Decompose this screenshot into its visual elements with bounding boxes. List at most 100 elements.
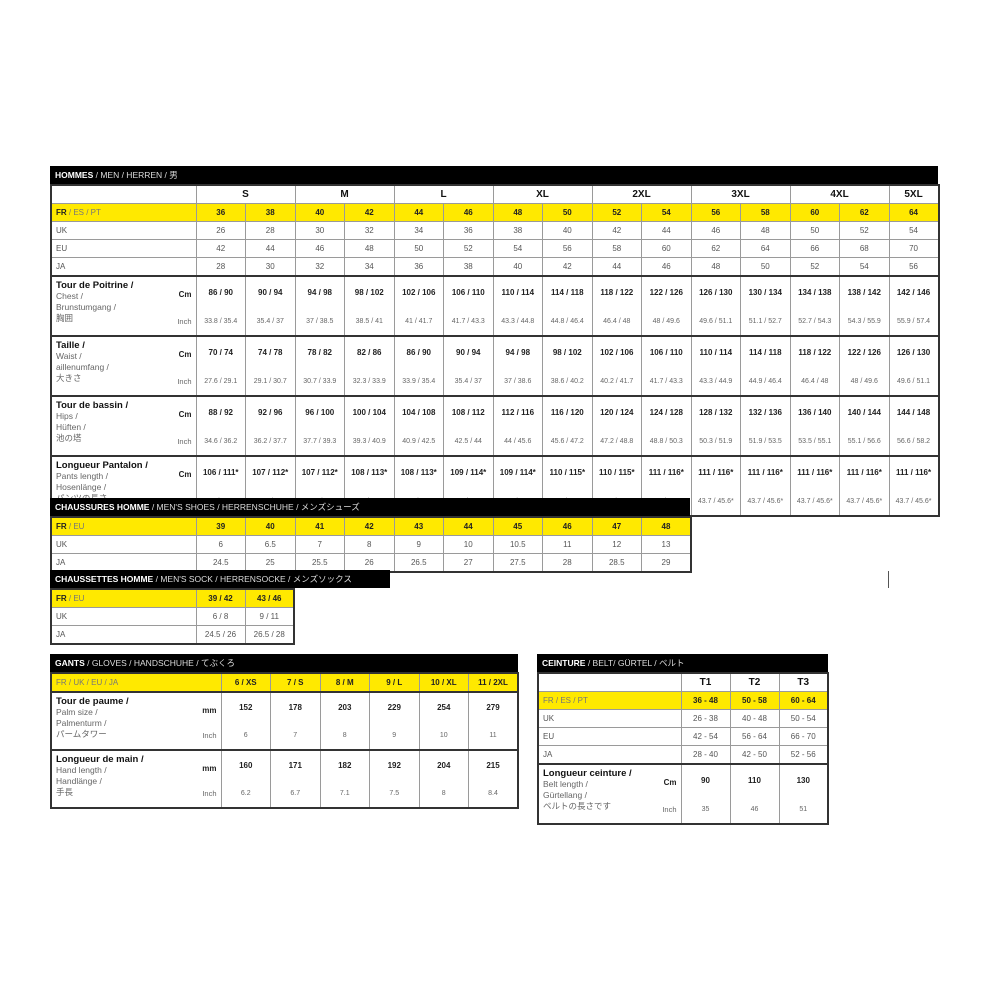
value-cm: 126 / 130 bbox=[699, 287, 733, 297]
value-cm: 100 / 104 bbox=[352, 407, 386, 417]
value-cm: 109 / 114* bbox=[450, 467, 487, 477]
section-header: CHAUSSETTES HOMME / MEN'S SOCK / HERRENS… bbox=[50, 570, 390, 588]
size-cell: 26.5 / 28 bbox=[244, 625, 295, 645]
size-cell: 27 bbox=[443, 553, 494, 573]
measurement-cell: 88 / 92 34.6 / 36.2 bbox=[195, 395, 246, 457]
size-cell: 56 bbox=[542, 239, 593, 258]
size-cell: 29 bbox=[641, 553, 692, 573]
size-row: UK 6 6.5 7 8 9 10 10.5 11 12 13 bbox=[50, 535, 692, 554]
fr-size-row: FR / ES / PT 36 38 40 42 44 46 48 50 52 54 56 58 60 62… bbox=[50, 203, 940, 222]
size-cell: 7 bbox=[294, 535, 345, 554]
value-cm: 102 / 106 bbox=[600, 347, 634, 357]
size-cell: 48 bbox=[344, 239, 395, 258]
value-inch: 43.3 / 44.8 bbox=[501, 317, 535, 325]
measurement-cell: 182 7.1 bbox=[319, 749, 370, 809]
size-label-row: S M L XL 2XL 3XL 4XL 5XL bbox=[50, 184, 940, 204]
value-inch: 48 / 49.6 bbox=[652, 317, 680, 325]
socks-size-table: CHAUSSETTES HOMME / MEN'S SOCK / HERRENS… bbox=[50, 570, 390, 645]
size-cell: 52 bbox=[839, 221, 890, 240]
size-cell: 52 - 56 bbox=[778, 745, 829, 765]
measurement-translation: パームタワー bbox=[56, 729, 107, 739]
size-cell: 9 bbox=[393, 535, 444, 554]
value-inch: 27.6 / 29.1 bbox=[204, 377, 238, 385]
measurement-cell: 122 / 126 48 / 49.6 bbox=[641, 275, 692, 337]
size-cell: 62 bbox=[690, 239, 742, 258]
value-inch: 47.2 / 48.8 bbox=[600, 437, 634, 445]
fr-size-cell: 58 bbox=[740, 203, 791, 222]
value-inch: 53.5 / 55.1 bbox=[798, 437, 832, 445]
value-cm: 111 / 116* bbox=[648, 467, 684, 477]
size-cell: 42 - 50 bbox=[729, 745, 780, 765]
measurement-cell: 111 / 116* 43.7 / 45.6* bbox=[740, 455, 791, 517]
measurement-title: Tour de bassin / bbox=[56, 400, 129, 411]
fr-size-cell: 50 - 58 bbox=[729, 691, 780, 710]
value-cm: 90 bbox=[701, 775, 710, 785]
value-inch: 54.3 / 55.9 bbox=[847, 317, 881, 325]
measurement-cell: 136 / 140 53.5 / 55.1 bbox=[789, 395, 841, 457]
section-title: HOMMES bbox=[55, 170, 94, 180]
value-cm: 109 / 114* bbox=[499, 467, 536, 477]
unit-inch: Inch bbox=[202, 789, 217, 798]
measurement-label: Taille / Waist / aillenumfang / 大きさ Cm Inch bbox=[50, 335, 197, 397]
fr-size-cell: 42 bbox=[344, 203, 395, 222]
size-cell: 70 bbox=[888, 239, 940, 258]
size-cell: 12 bbox=[591, 535, 642, 554]
value-cm: 98 / 102 bbox=[552, 347, 582, 357]
measurement-cell: 111 / 116* 43.7 / 45.6* bbox=[690, 455, 742, 517]
value-inch: 50.3 / 51.9 bbox=[699, 437, 733, 445]
size-grid: S M L XL 2XL 3XL 4XL 5XL FR / ES / PT 36 38 40 42 44 4… bbox=[50, 184, 940, 517]
section-title: CHAUSSURES HOMME bbox=[55, 502, 150, 512]
measurement-cell: 140 / 144 55.1 / 56.6 bbox=[839, 395, 890, 457]
value-cm: 78 / 82 bbox=[307, 347, 332, 357]
value-inch: 37 / 38.5 bbox=[306, 317, 334, 325]
men-size-table: HOMMES / MEN / HERREN / 男 S M L XL 2XL 3XL 4XL 5… bbox=[50, 166, 940, 517]
value-cm: 132 / 136 bbox=[748, 407, 782, 417]
value-inch: 6 bbox=[243, 732, 248, 739]
measurement-cell: 70 / 74 27.6 / 29.1 bbox=[195, 335, 246, 397]
value-cm: 142 / 146 bbox=[896, 287, 931, 297]
value-inch: 51.1 / 52.7 bbox=[748, 317, 782, 325]
value-cm: 204 bbox=[437, 761, 451, 770]
measurement-cell: 92 / 96 36.2 / 37.7 bbox=[245, 395, 296, 457]
measurement-title: Longueur ceinture / bbox=[543, 768, 632, 779]
size-cell: 44 bbox=[641, 221, 692, 240]
value-inch: 43.3 / 44.9 bbox=[699, 377, 733, 385]
fr-size-row: FR / EU 39 40 41 42 43 44 45 46 47 48 bbox=[50, 516, 692, 536]
row-label: JA bbox=[50, 257, 197, 277]
section-header: CEINTURE / BELT/ GÜRTEL / ベルト bbox=[537, 654, 828, 672]
size-cell: 50 - 54 bbox=[778, 709, 829, 728]
fr-size-cell: 48 bbox=[641, 516, 692, 536]
value-inch: 38.5 / 41 bbox=[355, 317, 383, 325]
fr-size-cell: 54 bbox=[641, 203, 692, 222]
measurement-cell: 204 8 bbox=[418, 749, 469, 809]
value-inch: 43.7 / 45.6* bbox=[697, 497, 734, 505]
size-cell: 52 bbox=[789, 257, 841, 277]
size-label: T2 bbox=[729, 672, 780, 692]
value-inch: 10 bbox=[439, 732, 448, 739]
size-cell: 42 bbox=[195, 239, 246, 258]
fr-size-cell: 50 bbox=[542, 203, 593, 222]
value-inch: 44.9 / 46.4 bbox=[748, 377, 782, 385]
value-cm: 110 / 114 bbox=[501, 287, 535, 297]
measurement-translation: Belt length / bbox=[543, 779, 588, 789]
measurement-cell: 279 11 bbox=[468, 691, 519, 751]
measurement-cell: 104 / 108 40.9 / 42.5 bbox=[393, 395, 445, 457]
value-inch: 43.7 / 45.6* bbox=[796, 497, 833, 505]
value-cm: 134 / 138 bbox=[798, 287, 832, 297]
value-cm: 138 / 142 bbox=[847, 287, 881, 297]
size-cell: 58 bbox=[591, 239, 643, 258]
value-cm: 90 / 94 bbox=[258, 287, 283, 297]
value-cm: 110 bbox=[748, 775, 761, 785]
value-inch: 52.7 / 54.3 bbox=[798, 317, 832, 325]
size-cell: 50 bbox=[393, 239, 445, 258]
value-inch: 37 / 38.6 bbox=[504, 377, 532, 385]
value-cm: 118 / 122 bbox=[798, 347, 832, 357]
row-label-rest: / EU bbox=[66, 522, 85, 531]
measurement-translation: Handlänge / bbox=[56, 776, 102, 786]
row-label: JA bbox=[537, 745, 682, 765]
measurement-cell: 86 / 90 33.8 / 35.4 bbox=[195, 275, 246, 337]
fr-size-row: FR / EU 39 / 42 43 / 46 bbox=[50, 588, 295, 608]
value-inch: 55.9 / 57.4 bbox=[896, 317, 931, 325]
value-cm: 110 / 115* bbox=[598, 467, 635, 477]
